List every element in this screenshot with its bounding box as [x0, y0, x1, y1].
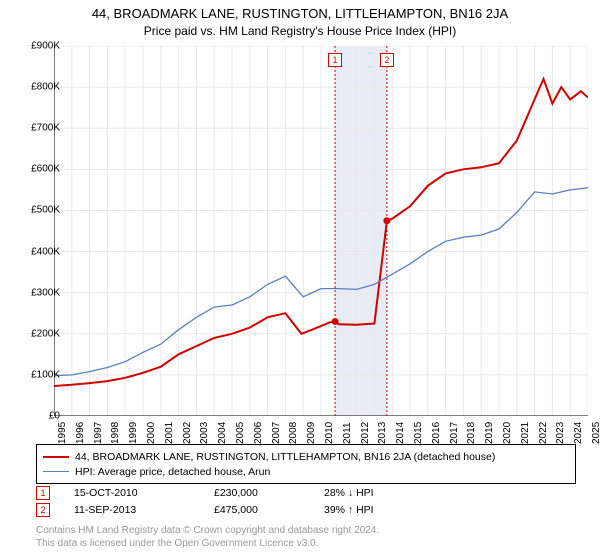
- x-tick-label: 2009: [306, 422, 317, 444]
- x-tick-label: 1998: [110, 422, 121, 444]
- footer-line-1: Contains HM Land Registry data © Crown c…: [36, 524, 379, 537]
- sale-price: £475,000: [214, 504, 324, 516]
- legend-label: 44, BROADMARK LANE, RUSTINGTON, LITTLEHA…: [75, 451, 495, 463]
- x-tick-label: 2020: [502, 422, 513, 444]
- sale-delta: 28% ↓ HPI: [324, 487, 464, 499]
- x-tick-label: 2013: [377, 422, 388, 444]
- chart-plot-area: [54, 46, 588, 416]
- sale-marker-icon: 1: [36, 486, 50, 500]
- y-tick-label: £900K: [10, 41, 60, 52]
- chart-container: 44, BROADMARK LANE, RUSTINGTON, LITTLEHA…: [0, 0, 600, 560]
- x-tick-label: 2012: [360, 422, 371, 444]
- y-tick-label: £700K: [10, 123, 60, 134]
- x-tick-label: 2014: [395, 422, 406, 444]
- chart-title: 44, BROADMARK LANE, RUSTINGTON, LITTLEHA…: [0, 6, 600, 21]
- sale-date: 11-SEP-2013: [74, 504, 214, 516]
- x-tick-label: 2018: [466, 422, 477, 444]
- y-tick-label: £500K: [10, 205, 60, 216]
- x-tick-label: 2001: [164, 422, 175, 444]
- sale-delta: 39% ↑ HPI: [324, 504, 464, 516]
- legend-item: HPI: Average price, detached house, Arun: [43, 464, 569, 479]
- x-tick-label: 2024: [573, 422, 584, 444]
- x-tick-label: 2004: [217, 422, 228, 444]
- x-tick-label: 2000: [146, 422, 157, 444]
- x-tick-label: 2008: [288, 422, 299, 444]
- y-tick-label: £200K: [10, 328, 60, 339]
- legend-label: HPI: Average price, detached house, Arun: [75, 466, 270, 478]
- x-tick-label: 2007: [271, 422, 282, 444]
- title-area: 44, BROADMARK LANE, RUSTINGTON, LITTLEHA…: [0, 0, 600, 38]
- x-tick-label: 2022: [538, 422, 549, 444]
- x-tick-label: 1995: [57, 422, 68, 444]
- x-tick-label: 2023: [555, 422, 566, 444]
- x-tick-label: 2017: [449, 422, 460, 444]
- legend-box: 44, BROADMARK LANE, RUSTINGTON, LITTLEHA…: [36, 444, 576, 484]
- x-tick-label: 2005: [235, 422, 246, 444]
- legend-swatch: [43, 456, 69, 458]
- y-tick-label: £100K: [10, 369, 60, 380]
- sale-marker-2: 2: [380, 53, 394, 67]
- x-tick-label: 1996: [75, 422, 86, 444]
- x-tick-label: 1997: [93, 422, 104, 444]
- sale-marker-icon: 2: [36, 503, 50, 517]
- y-tick-label: £600K: [10, 164, 60, 175]
- chart-subtitle: Price paid vs. HM Land Registry's House …: [0, 24, 600, 38]
- sale-row: 1 15-OCT-2010£230,00028% ↓ HPI: [36, 484, 464, 501]
- sale-date: 15-OCT-2010: [74, 487, 214, 499]
- y-tick-label: £800K: [10, 82, 60, 93]
- x-tick-label: 2002: [182, 422, 193, 444]
- x-tick-label: 2003: [199, 422, 210, 444]
- x-tick-label: 2021: [520, 422, 531, 444]
- x-tick-label: 1999: [128, 422, 139, 444]
- footer-line-2: This data is licensed under the Open Gov…: [36, 537, 379, 550]
- x-tick-label: 2010: [324, 422, 335, 444]
- x-tick-label: 2025: [591, 422, 600, 444]
- x-tick-label: 2011: [342, 422, 353, 444]
- legend-swatch: [43, 471, 69, 472]
- y-tick-label: £300K: [10, 287, 60, 298]
- legend-item: 44, BROADMARK LANE, RUSTINGTON, LITTLEHA…: [43, 449, 569, 464]
- y-tick-label: £0: [10, 411, 60, 422]
- x-tick-label: 2016: [431, 422, 442, 444]
- sale-price: £230,000: [214, 487, 324, 499]
- x-tick-label: 2006: [253, 422, 264, 444]
- x-tick-label: 2015: [413, 422, 424, 444]
- y-tick-label: £400K: [10, 246, 60, 257]
- sales-table: 1 15-OCT-2010£230,00028% ↓ HPI 2 11-SEP-201…: [36, 484, 464, 518]
- x-tick-label: 2019: [484, 422, 495, 444]
- sale-marker-1: 1: [328, 53, 342, 67]
- line-chart-svg: [54, 46, 588, 416]
- footer-attribution: Contains HM Land Registry data © Crown c…: [36, 524, 379, 550]
- sale-row: 2 11-SEP-2013£475,00039% ↑ HPI: [36, 501, 464, 518]
